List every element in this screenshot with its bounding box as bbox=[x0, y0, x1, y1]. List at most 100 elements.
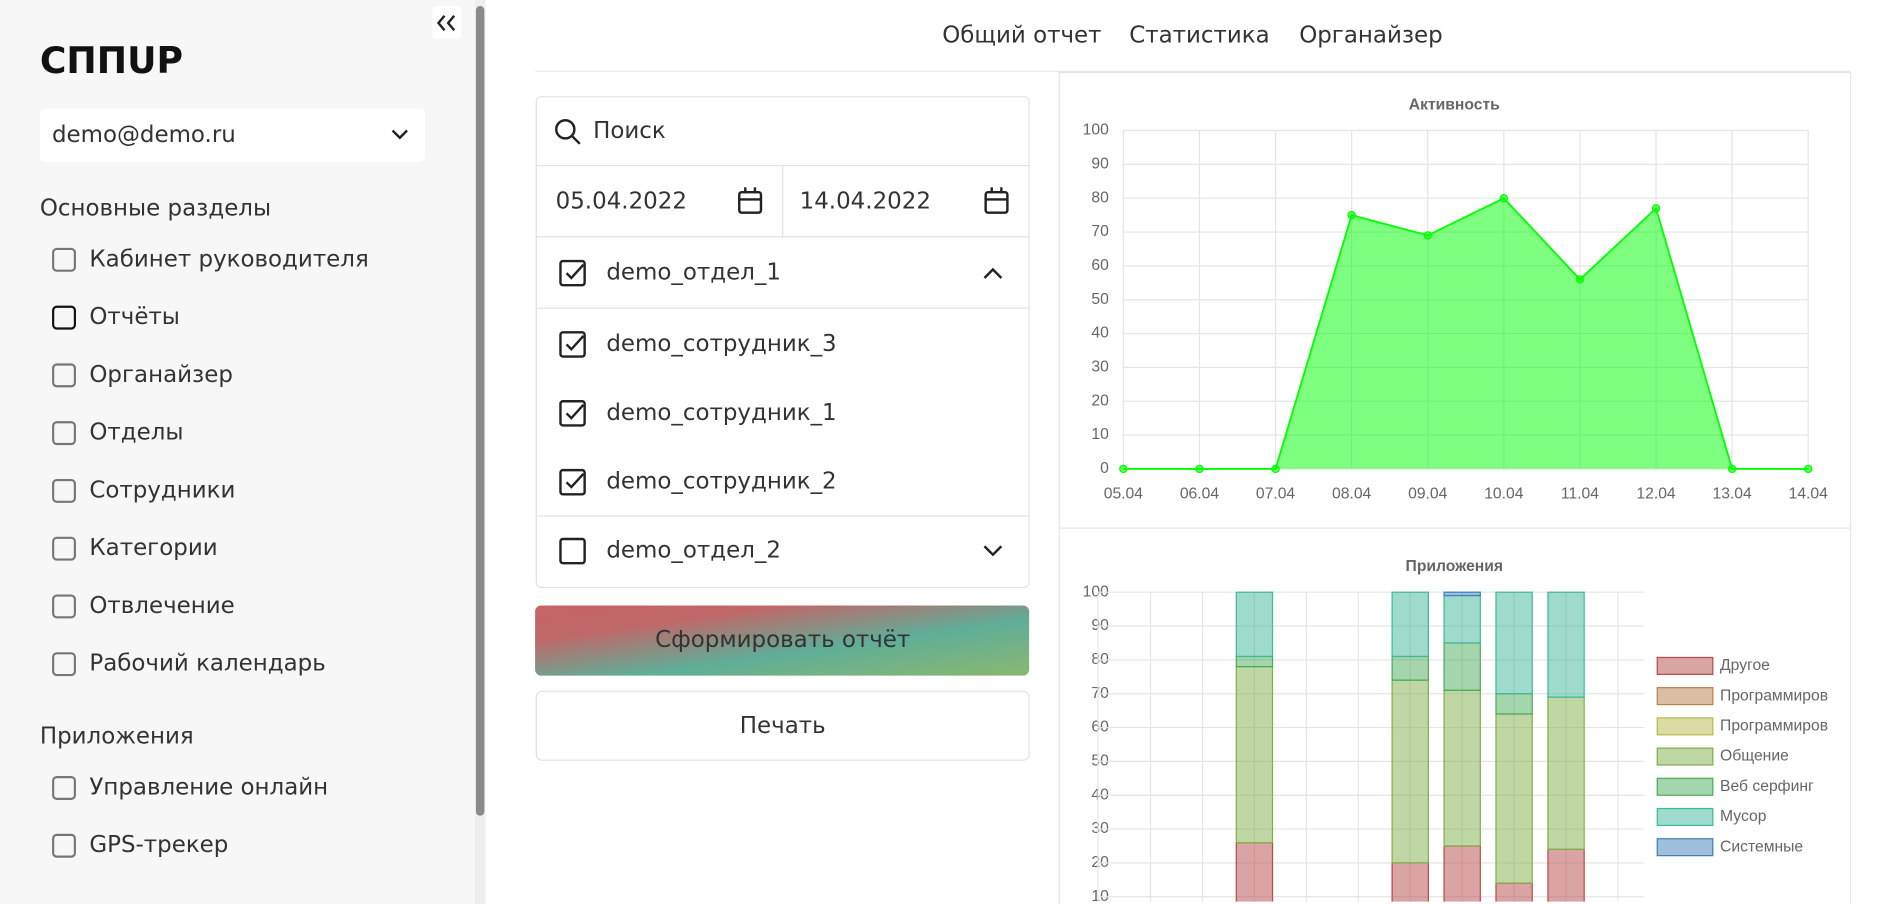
menu-item[interactable]: Управление онлайн bbox=[89, 774, 328, 800]
bar-segment bbox=[1495, 591, 1533, 695]
point bbox=[1347, 210, 1356, 220]
checkbox[interactable] bbox=[559, 331, 586, 358]
y-tick-label: 10 bbox=[1091, 426, 1109, 443]
menu-icon bbox=[52, 305, 76, 330]
legend-label: Системные bbox=[1720, 838, 1803, 855]
search-icon bbox=[555, 119, 576, 140]
legend-swatch bbox=[1656, 838, 1714, 857]
tab[interactable]: Органайзер bbox=[1299, 23, 1443, 49]
checkbox[interactable] bbox=[559, 259, 586, 287]
bar-segment bbox=[1547, 848, 1585, 902]
menu-icon bbox=[52, 652, 76, 677]
menu-icon bbox=[52, 421, 76, 446]
chevron[interactable] bbox=[983, 545, 1003, 557]
menu-item[interactable]: Отделы bbox=[89, 420, 183, 446]
point bbox=[1423, 231, 1432, 240]
y-tick-label: 60 bbox=[1091, 257, 1109, 274]
bar-segment bbox=[1495, 693, 1533, 715]
point bbox=[1499, 193, 1509, 203]
y-tick-label: 30 bbox=[1091, 359, 1109, 376]
filter-panel bbox=[535, 96, 1030, 588]
menu-icon bbox=[52, 594, 76, 619]
select-chevron bbox=[391, 129, 408, 140]
point bbox=[1804, 464, 1813, 474]
checkbox[interactable] bbox=[559, 400, 586, 427]
menu-icon bbox=[52, 536, 76, 561]
x-tick-label: 08.04 bbox=[1332, 485, 1372, 502]
bar-segment bbox=[1235, 655, 1274, 668]
y-tick-label: 10 bbox=[1091, 888, 1109, 904]
y-tick-label: 20 bbox=[1091, 392, 1109, 409]
y-tick-label: 100 bbox=[1083, 122, 1109, 139]
bar-segment bbox=[1443, 594, 1481, 644]
y-tick-label: 40 bbox=[1091, 325, 1109, 342]
x-tick-label: 14.04 bbox=[1789, 485, 1829, 502]
checkbox[interactable] bbox=[559, 468, 586, 496]
menu-icon bbox=[52, 247, 76, 272]
checkmark bbox=[565, 335, 585, 352]
legend-swatch bbox=[1656, 747, 1714, 766]
x-tick-label: 05.04 bbox=[1104, 485, 1144, 502]
date-from[interactable]: 05.04.2022 bbox=[556, 188, 687, 214]
x-tick-label: 12.04 bbox=[1636, 485, 1676, 502]
section-title: Приложения bbox=[40, 724, 194, 750]
menu-item[interactable]: Рабочий календарь bbox=[89, 651, 325, 677]
legend-label: Веб серфинг bbox=[1720, 778, 1814, 795]
bar-segment bbox=[1391, 679, 1429, 864]
account-select[interactable] bbox=[39, 108, 426, 162]
legend-swatch bbox=[1656, 777, 1714, 796]
menu-icon bbox=[52, 833, 76, 858]
menu-item[interactable]: Отчёты bbox=[89, 304, 180, 330]
account: demo@demo.ru bbox=[52, 122, 236, 148]
bar-segment bbox=[1443, 689, 1481, 847]
date-to[interactable]: 14.04.2022 bbox=[800, 188, 931, 214]
member-name: demo_сотрудник_1 bbox=[606, 400, 836, 426]
tab[interactable]: Общий отчет bbox=[942, 23, 1101, 49]
area-line bbox=[1123, 197, 1809, 470]
menu-icon bbox=[52, 776, 76, 800]
calendar-icons bbox=[738, 187, 1009, 214]
bar-segment bbox=[1391, 862, 1429, 902]
collapse-button[interactable] bbox=[432, 6, 462, 39]
point bbox=[1271, 464, 1280, 474]
menu-item[interactable]: GPS-трекер bbox=[89, 832, 228, 858]
print-button[interactable] bbox=[535, 690, 1030, 761]
point bbox=[1119, 464, 1128, 474]
generate-button[interactable] bbox=[535, 605, 1030, 676]
bar-segment bbox=[1547, 591, 1585, 698]
y-tick-label: 70 bbox=[1091, 223, 1109, 240]
search-input[interactable]: Поиск bbox=[593, 118, 666, 144]
collapse-icon bbox=[436, 14, 456, 31]
bar-segment bbox=[1235, 842, 1274, 902]
bar-segment bbox=[1391, 591, 1429, 658]
legend-swatch bbox=[1656, 687, 1714, 706]
menu-icon bbox=[52, 363, 76, 388]
filter-dividers bbox=[536, 164, 1030, 517]
x-tick-label: 13.04 bbox=[1713, 485, 1753, 502]
menu-item[interactable]: Категории bbox=[89, 535, 217, 561]
scrollbar-thumb bbox=[475, 6, 485, 816]
bar-segment bbox=[1547, 696, 1585, 850]
menu-item[interactable]: Сотрудники bbox=[89, 477, 235, 503]
chevron[interactable] bbox=[983, 267, 1003, 279]
member-name: demo_сотрудник_2 bbox=[606, 469, 836, 495]
y-tick-label: 90 bbox=[1091, 156, 1109, 173]
bar-segment bbox=[1443, 591, 1481, 597]
legend-label: Программиров bbox=[1720, 717, 1828, 734]
bar-segment bbox=[1235, 591, 1274, 658]
logo: СППUР bbox=[40, 39, 183, 82]
legend-label: Мусор bbox=[1720, 808, 1767, 825]
checkbox[interactable] bbox=[559, 537, 586, 565]
point bbox=[1727, 464, 1737, 474]
group-name: demo_отдел_1 bbox=[606, 260, 781, 286]
tab[interactable]: Статистика bbox=[1129, 23, 1269, 49]
x-tick-label: 06.04 bbox=[1180, 485, 1220, 502]
legend-swatch bbox=[1656, 717, 1714, 736]
menu-item[interactable]: Отвлечение bbox=[89, 593, 234, 619]
section-title: Основные разделы bbox=[40, 196, 271, 222]
area-fill bbox=[1123, 198, 1809, 469]
menu-item[interactable]: Органайзер bbox=[89, 362, 233, 388]
menu-item[interactable]: Кабинет руководителя bbox=[89, 246, 368, 272]
